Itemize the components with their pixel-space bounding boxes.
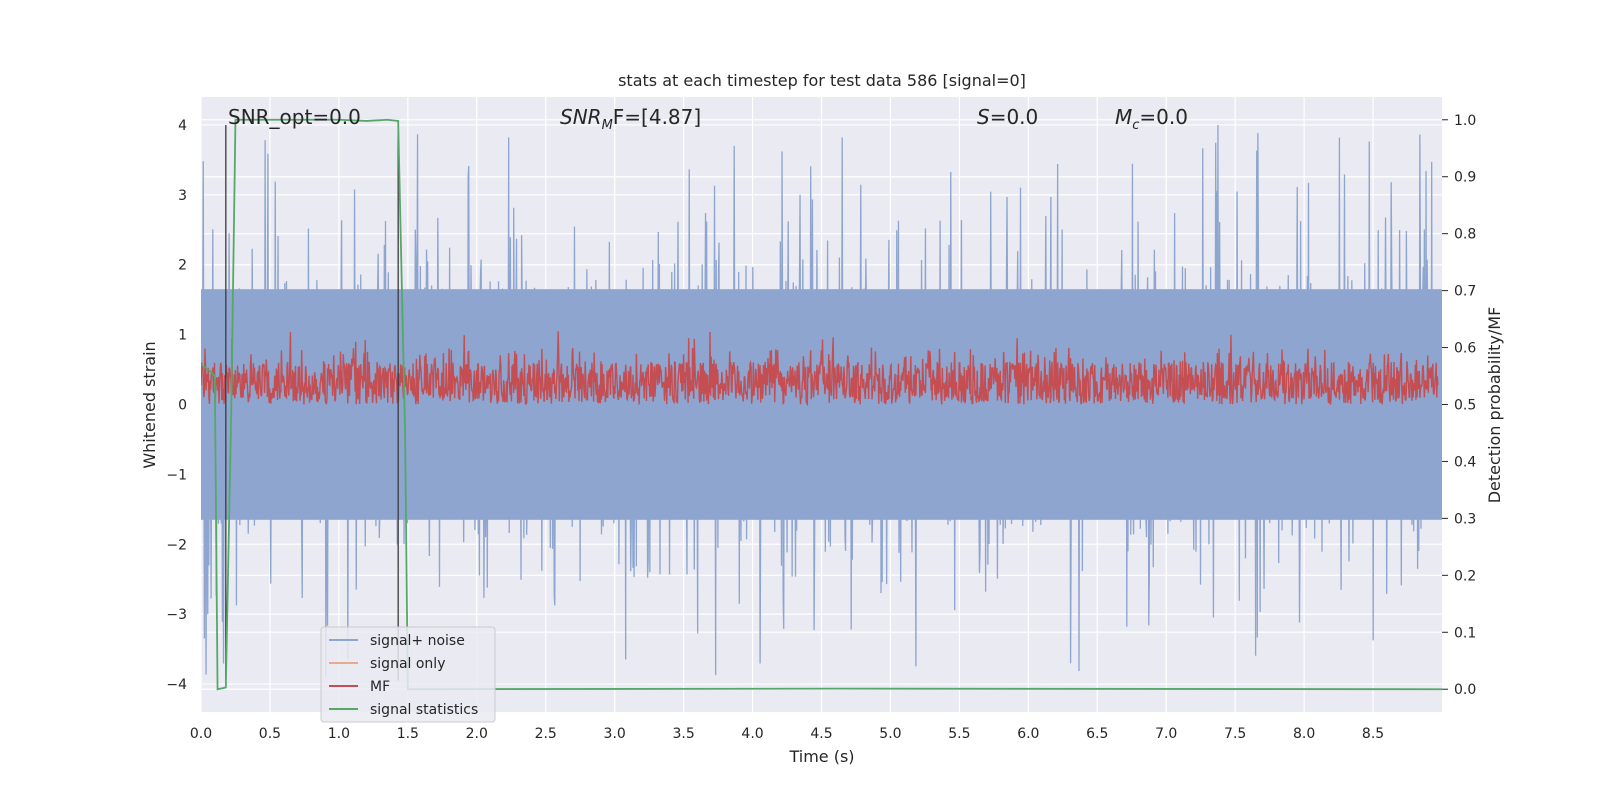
y-tick-label-left: 2 [178, 258, 187, 274]
legend-label: signal only [370, 656, 445, 672]
x-tick-label: 0.0 [190, 726, 212, 742]
legend-entries: signal+ noise signal only MF signal statist… [329, 633, 478, 718]
x-ticks: 0.0 0.5 1.0 1.5 2.0 2.5 3.0 3.5 4.0 4.5 5.0 5.5 6.0 6… [190, 726, 1384, 742]
x-tick-label: 3.5 [672, 726, 694, 742]
y-tick-label-left: 3 [178, 188, 187, 204]
y-tick-label-right: 0.4 [1454, 454, 1476, 470]
y-tick-label-right: 0.5 [1454, 398, 1476, 414]
x-axis-label: Time (s) [788, 747, 854, 766]
y-tick-label-right: 0.8 [1454, 227, 1476, 243]
x-tick-label: 0.5 [259, 726, 281, 742]
y-tick-label-right: 0.6 [1454, 341, 1476, 357]
x-tick-label: 1.0 [328, 726, 350, 742]
y-tick-label-right: 1.0 [1454, 113, 1476, 129]
s-symbol: S [977, 105, 990, 129]
mc-value: =0.0 [1139, 105, 1188, 129]
x-tick-label: 4.0 [741, 726, 763, 742]
x-tick-label: 2.5 [535, 726, 557, 742]
x-tick-label: 3.0 [604, 726, 626, 742]
chart-title: stats at each timestep for test data 586… [618, 71, 1026, 90]
mc-sub: c [1132, 118, 1139, 133]
y-tick-label-right: 0.9 [1454, 170, 1476, 186]
legend: signal+ noise signal only MF signal statist… [320, 626, 496, 723]
y-tick-label-left: −4 [166, 677, 187, 693]
y-tick-label-right: 0.1 [1454, 625, 1476, 641]
x-tick-label: 1.5 [397, 726, 419, 742]
s-value: =0.0 [990, 105, 1039, 129]
legend-label: MF [370, 679, 390, 695]
legend-label: signal+ noise [370, 633, 465, 649]
y-ticks-right: 1.0 0.9 0.8 0.7 0.6 0.5 0.4 0.3 0.2 0.1 0.0 [1442, 113, 1476, 698]
x-tick-label: 5.5 [948, 726, 970, 742]
x-tick-label: 7.5 [1224, 726, 1246, 742]
x-tick-label: 6.5 [1086, 726, 1108, 742]
mc-symbol: M [1115, 105, 1132, 129]
y-axis-label-left: Whitened strain [140, 341, 159, 468]
snr-opt-annotation: SNR_opt=0.0 [228, 105, 361, 129]
y-tick-label-left: 1 [178, 328, 187, 344]
y-tick-label-left: −1 [166, 467, 187, 483]
x-tick-label: 5.0 [879, 726, 901, 742]
s-annotation: S=0.0 [977, 105, 1038, 129]
series-signal-statistics [201, 118, 1442, 691]
series-mf [201, 331, 1439, 407]
y-tick-label-left: 0 [178, 398, 187, 414]
y-ticks-left: 4 3 2 1 0 −1 −2 −3 −4 [166, 118, 187, 693]
y-tick-label-right: 0.2 [1454, 568, 1476, 584]
x-tick-label: 8.5 [1362, 726, 1384, 742]
y-tick-label-right: 0.7 [1454, 284, 1476, 300]
y-tick-label-right: 0.3 [1454, 511, 1476, 527]
x-tick-label: 4.5 [810, 726, 832, 742]
snr-mf-sub: M [602, 118, 613, 133]
legend-box [320, 626, 496, 723]
x-tick-label: 7.0 [1155, 726, 1177, 742]
y-tick-label-left: 4 [178, 118, 187, 134]
x-tick-label: 2.0 [466, 726, 488, 742]
mc-annotation: Mc=0.0 [1115, 105, 1188, 133]
plot-series [201, 118, 1442, 691]
x-tick-label: 8.0 [1293, 726, 1315, 742]
y-tick-label-left: −2 [166, 537, 187, 553]
y-tick-label-left: −3 [166, 607, 187, 623]
snr-mf-rest: F=[4.87] [613, 105, 701, 129]
legend-label: signal statistics [370, 702, 478, 718]
snr-mf-base: SNR [560, 105, 602, 129]
y-axis-label-right: Detection probability/MF [1485, 307, 1504, 504]
x-tick-label: 6.0 [1017, 726, 1039, 742]
series-signal-noise [201, 124, 1439, 677]
y-tick-label-right: 0.0 [1454, 682, 1476, 698]
snr-mf-annotation: SNRMF=[4.87] [560, 105, 701, 133]
